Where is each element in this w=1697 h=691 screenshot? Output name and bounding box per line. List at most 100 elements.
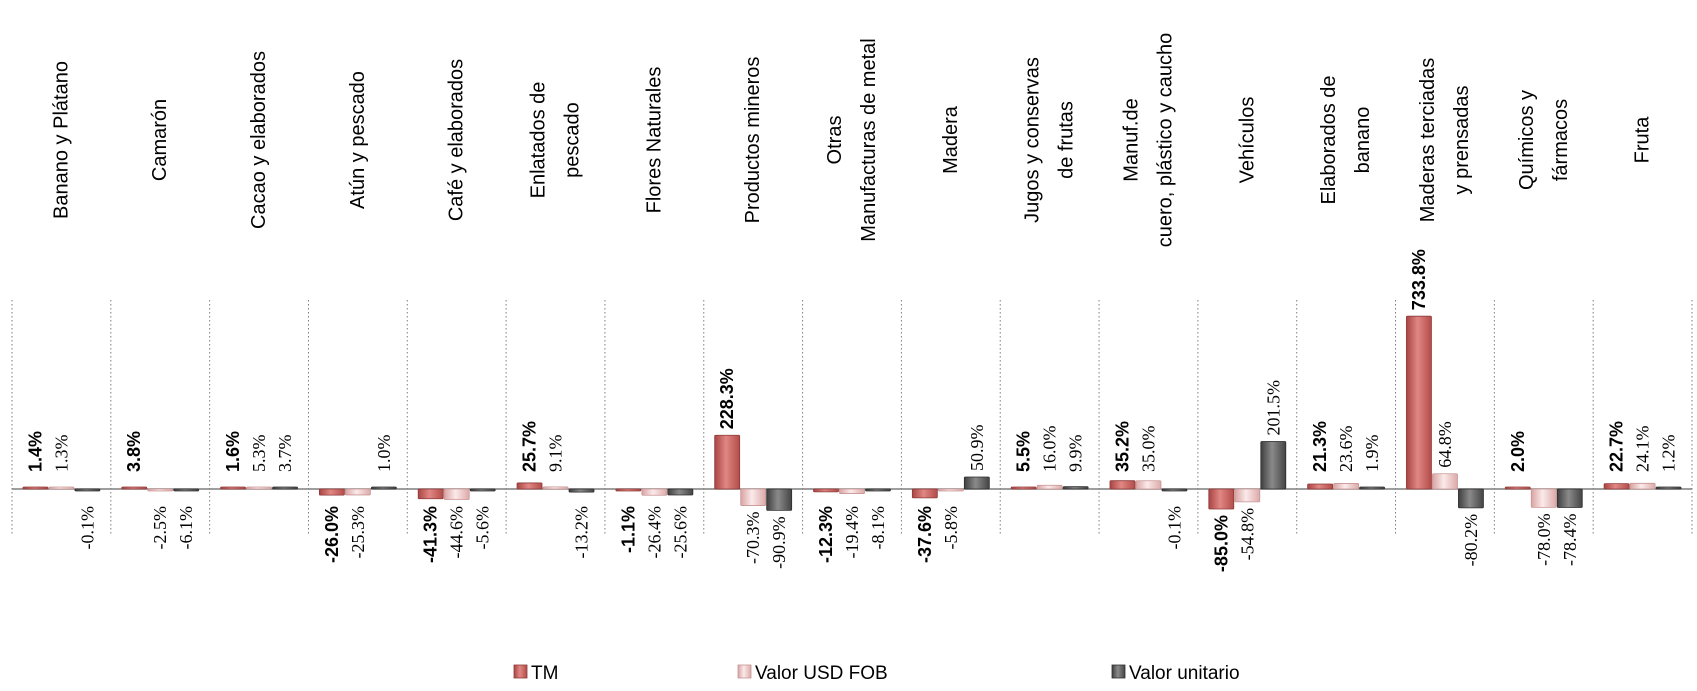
category-label: Vehículos: [1236, 97, 1258, 184]
category-label: pescado: [562, 102, 584, 178]
bar-tm: [813, 488, 839, 493]
data-label: 23.6%: [1336, 426, 1356, 473]
data-label: 1.3%: [51, 435, 71, 473]
bar-valor-usd-fob: [740, 488, 767, 506]
category-label: Camarón: [149, 99, 171, 181]
bar-tm: [22, 486, 49, 490]
data-label: -0.1%: [1164, 506, 1184, 550]
category-label: Flores Naturales: [643, 67, 665, 214]
category-label: Manuf.de: [1120, 98, 1142, 181]
data-label: 35.0%: [1138, 426, 1158, 473]
bar-valor-usd-fob: [1629, 482, 1656, 490]
data-label: -0.1%: [77, 506, 97, 550]
bar-valor-unitario: [1260, 441, 1287, 490]
legend: TM Valor USD FOB Valor unitario: [513, 663, 1240, 684]
data-label: 1.6%: [223, 431, 243, 472]
data-label: 1.4%: [25, 431, 45, 472]
data-label: -5.8%: [941, 506, 961, 550]
legend-label: TM: [531, 663, 558, 684]
data-label: -26.0%: [322, 506, 342, 563]
category-labels-layer: Banano y Plátano Camarón Cacao y elaborado…: [50, 33, 1653, 248]
bar-valor-usd-fob: [937, 488, 964, 492]
category-label: Cacao y elaborados: [248, 51, 270, 229]
data-label: 16.0%: [1040, 426, 1060, 473]
data-label: -25.3%: [348, 506, 368, 559]
data-label: -13.2%: [572, 506, 592, 559]
bar-valor-usd-fob: [1135, 480, 1162, 490]
bar-valor-usd-fob: [1234, 488, 1261, 503]
data-label: -90.9%: [769, 516, 789, 569]
bar-valor-usd-fob: [1530, 488, 1557, 508]
bar-valor-usd-fob: [147, 488, 174, 492]
category-label: Químicos y: [1516, 90, 1538, 190]
data-label: 1.9%: [1362, 435, 1382, 473]
data-label: -80.2%: [1461, 514, 1481, 567]
data-label: 201.5%: [1263, 380, 1283, 436]
category-label: Otras: [824, 116, 846, 165]
category-label: Elaborados de: [1318, 76, 1340, 205]
category-label: Atún y pescado: [347, 71, 369, 209]
data-label: 3.8%: [124, 431, 144, 472]
bar-tm: [318, 488, 345, 496]
bars-layer: [22, 315, 1682, 511]
data-label: -37.6%: [915, 506, 935, 563]
bar-valor-usd-fob: [48, 486, 75, 490]
bar-tm: [911, 488, 938, 499]
data-label: -8.1%: [868, 506, 888, 550]
bar-tm: [121, 486, 148, 490]
bar-valor-usd-fob: [542, 486, 569, 490]
bar-tm: [1010, 486, 1037, 490]
bar-valor-unitario: [568, 488, 595, 493]
category-label: Fruta: [1632, 116, 1654, 164]
data-label: -5.6%: [473, 506, 493, 550]
data-label: -44.6%: [447, 506, 467, 559]
bar-tm: [615, 488, 642, 492]
data-label: -26.4%: [644, 506, 664, 559]
data-label: 35.2%: [1112, 421, 1132, 472]
bar-tm: [1307, 483, 1334, 490]
data-label: 64.8%: [1435, 421, 1455, 468]
legend-swatch: [513, 664, 528, 679]
bar-tm: [1406, 315, 1432, 490]
data-label: -85.0%: [1211, 515, 1231, 572]
data-label: 21.3%: [1310, 421, 1330, 472]
bar-tm: [516, 482, 543, 490]
legend-label: Valor USD FOB: [755, 663, 888, 684]
category-label: y prensadas: [1451, 86, 1473, 195]
data-label: 22.7%: [1607, 421, 1627, 472]
data-label: 733.8%: [1409, 249, 1429, 310]
data-label: -1.1%: [618, 506, 638, 553]
category-label: cuero, plástico y caucho: [1154, 33, 1176, 248]
data-label: -2.5%: [150, 506, 170, 550]
data-label: 25.7%: [520, 421, 540, 472]
category-label: fármacos: [1550, 99, 1572, 181]
data-label: 24.1%: [1633, 426, 1653, 473]
bar-valor-usd-fob: [344, 488, 371, 496]
category-label: Enlatados de: [528, 82, 550, 199]
bar-tm: [417, 488, 444, 500]
bar-valor-unitario: [1062, 486, 1089, 490]
bar-valor-unitario: [469, 488, 496, 492]
bar-valor-unitario: [272, 486, 298, 490]
legend-swatch: [1111, 664, 1126, 679]
bar-tm: [1109, 480, 1136, 490]
bar-valor-usd-fob: [641, 488, 668, 496]
data-label: -25.6%: [670, 506, 690, 559]
data-label: -41.3%: [421, 506, 441, 563]
bar-valor-usd-fob: [1432, 473, 1458, 490]
category-label: Maderas terciadas: [1417, 58, 1439, 223]
data-label: -54.8%: [1237, 508, 1257, 561]
category-label: Productos mineros: [742, 57, 764, 224]
data-label: 9.9%: [1066, 435, 1086, 473]
bar-valor-usd-fob: [1036, 484, 1063, 490]
bar-valor-usd-fob: [839, 488, 865, 494]
legend-swatch: [737, 664, 752, 679]
category-label: Manufacturas de metal: [858, 38, 880, 241]
data-label: -78.0%: [1534, 513, 1554, 566]
bar-valor-usd-fob: [1333, 483, 1360, 490]
data-label: 9.1%: [546, 435, 566, 473]
legend-label: Valor unitario: [1129, 663, 1240, 684]
data-label: 228.3%: [717, 368, 737, 429]
bar-tm: [1504, 486, 1531, 490]
